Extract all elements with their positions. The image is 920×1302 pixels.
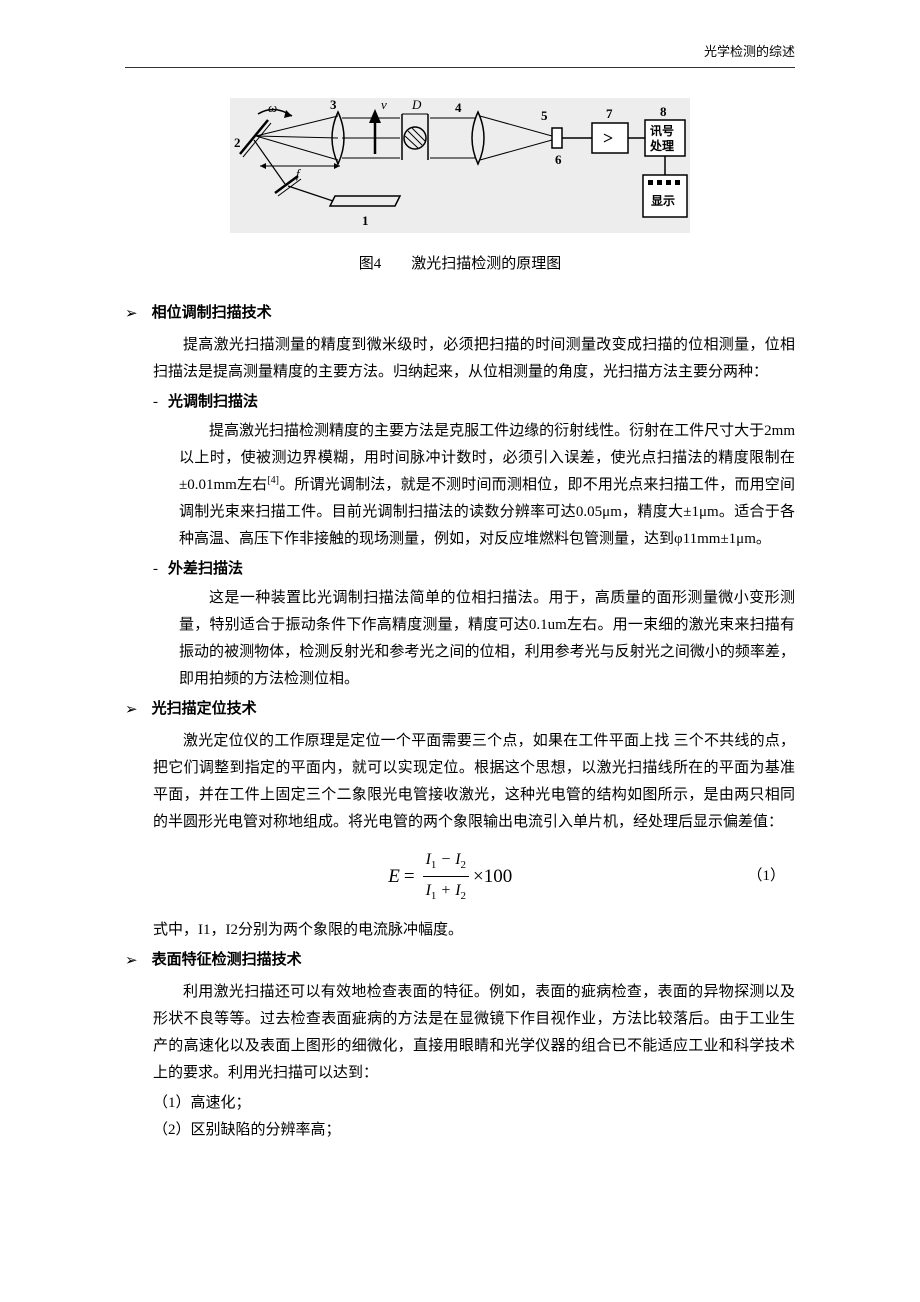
eq-fraction: I1 − I2 I1 + I2	[423, 846, 469, 907]
s3-item1: （1）高速化；	[153, 1090, 795, 1117]
label-omega: ω	[268, 100, 277, 115]
s1-sub1-body-b: 。所谓光调制法，就是不测时间而测相位，即不用光点来扫描工件，而用空间调制光束来扫…	[179, 477, 795, 547]
dash-icon: -	[153, 556, 158, 583]
bullet-arrow-icon: ➢	[125, 697, 138, 724]
sub-light-modulation: - 光调制扫描法	[153, 389, 795, 416]
label-D: D	[411, 98, 422, 112]
label-7: 7	[606, 106, 613, 121]
header-divider	[125, 67, 795, 68]
s1-sub1-body: 提高激光扫描检测精度的主要方法是克服工件边缘的衍射线性。衍射在工件尺寸大于2mm…	[179, 418, 795, 553]
s1-sub2-title: 外差扫描法	[168, 556, 243, 583]
s1-title: 相位调制扫描技术	[152, 300, 272, 327]
label-5: 5	[541, 108, 548, 123]
bullet-arrow-icon: ➢	[125, 948, 138, 975]
header-title: 光学检测的综述	[125, 40, 795, 63]
label-4: 4	[455, 100, 462, 115]
label-v: v	[381, 98, 387, 112]
equation-1: E = I1 − I2 I1 + I2 ×100 （1）	[153, 846, 795, 907]
bullet-arrow-icon: ➢	[125, 301, 138, 328]
s1-sub1-title: 光调制扫描法	[168, 389, 258, 416]
section-positioning: ➢ 光扫描定位技术	[125, 696, 795, 724]
label-8: 8	[660, 104, 667, 119]
section-surface-feature: ➢ 表面特征检测扫描技术	[125, 947, 795, 975]
s1-intro: 提高激光扫描测量的精度到微米级时，必须把扫描的时间测量改变成扫描的位相测量，位相…	[153, 332, 795, 386]
s2-title: 光扫描定位技术	[152, 696, 257, 723]
label-2: 2	[234, 135, 241, 150]
sub-heterodyne: - 外差扫描法	[153, 556, 795, 583]
s3-body: 利用激光扫描还可以有效地检查表面的特征。例如，表面的疵病检查，表面的异物探测以及…	[153, 979, 795, 1087]
post-equation-text: 式中，I1，I2分别为两个象限的电流脉冲幅度。	[153, 917, 795, 944]
page-container: 光学检测的综述 ω 2 1	[0, 0, 920, 1184]
eq-lhs: E	[388, 860, 400, 894]
figure-4-diagram: ω 2 1 f 3	[125, 98, 795, 243]
s3-title: 表面特征检测扫描技术	[152, 947, 302, 974]
amp-symbol: >	[603, 128, 613, 148]
box9: 显示	[651, 194, 675, 208]
section-phase-modulation: ➢ 相位调制扫描技术	[125, 300, 795, 328]
ref-4: [4]	[267, 475, 279, 486]
figure-4-caption: 图4 激光扫描检测的原理图	[125, 251, 795, 278]
box8-l2: 处理	[649, 138, 674, 153]
laser-scan-diagram-svg: ω 2 1 f 3	[230, 98, 690, 233]
label-1: 1	[362, 213, 369, 228]
box8-l1: 讯号	[650, 123, 674, 138]
s2-body: 激光定位仪的工作原理是定位一个平面需要三个点，如果在工件平面上找 三个不共线的点…	[153, 728, 795, 836]
equation-expression: E = I1 − I2 I1 + I2 ×100	[388, 846, 512, 907]
s3-item2: （2）区别缺陷的分辨率高；	[153, 1117, 795, 1144]
s1-sub2-body: 这是一种装置比光调制扫描法简单的位相扫描法。用于，高质量的面形测量微小变形测量，…	[179, 585, 795, 693]
dash-icon: -	[153, 389, 158, 416]
label-3: 3	[330, 98, 337, 112]
eq-number: （1）	[748, 863, 786, 890]
label-6: 6	[555, 152, 562, 167]
